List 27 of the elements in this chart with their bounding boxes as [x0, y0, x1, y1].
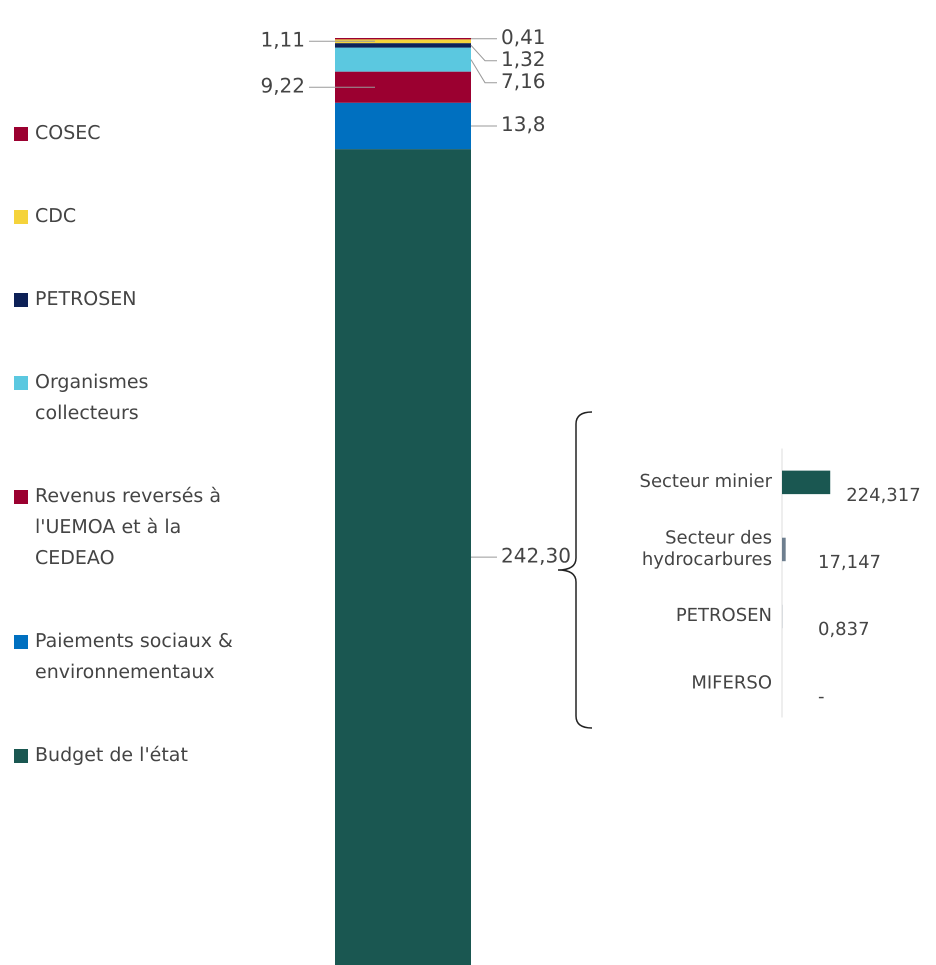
y-tick-label: PETROSEN [676, 605, 772, 626]
data-label: 242,30 [501, 543, 571, 568]
legend-label: Organismes collecteurs [35, 370, 150, 426]
data-label: 0,41 [501, 24, 546, 49]
data-label: 17,147 [818, 552, 881, 574]
data-label: 1,32 [501, 46, 546, 71]
legend-label: Budget de l'état [35, 743, 188, 768]
bar [335, 43, 471, 48]
data-label: 9,22 [260, 73, 305, 98]
bar [335, 149, 471, 965]
data-label: 7,16 [501, 68, 546, 93]
legend-label: CDC [35, 204, 76, 229]
legend-label: PETROSEN [35, 287, 137, 312]
legend-label: Revenus reversés à l'UEMOA et à la CEDEAO [35, 484, 222, 571]
data-label: 0,837 [818, 619, 870, 640]
text: - [818, 686, 824, 708]
y-tick-label: Secteur minier [640, 471, 773, 492]
data-label: 1,11 [260, 27, 305, 52]
y-tick-label: MIFERSO [691, 672, 772, 694]
data-label: 224,317 [846, 485, 921, 506]
bar [335, 72, 471, 103]
bar [335, 48, 471, 72]
data-label: 13,8 [501, 112, 546, 136]
legend-label: Paiements sociaux & environnementaux [35, 629, 234, 685]
y-tick-label: Secteur des hydrocarbures [642, 527, 772, 570]
legend-label: COSEC [35, 121, 101, 146]
bar [335, 102, 471, 150]
